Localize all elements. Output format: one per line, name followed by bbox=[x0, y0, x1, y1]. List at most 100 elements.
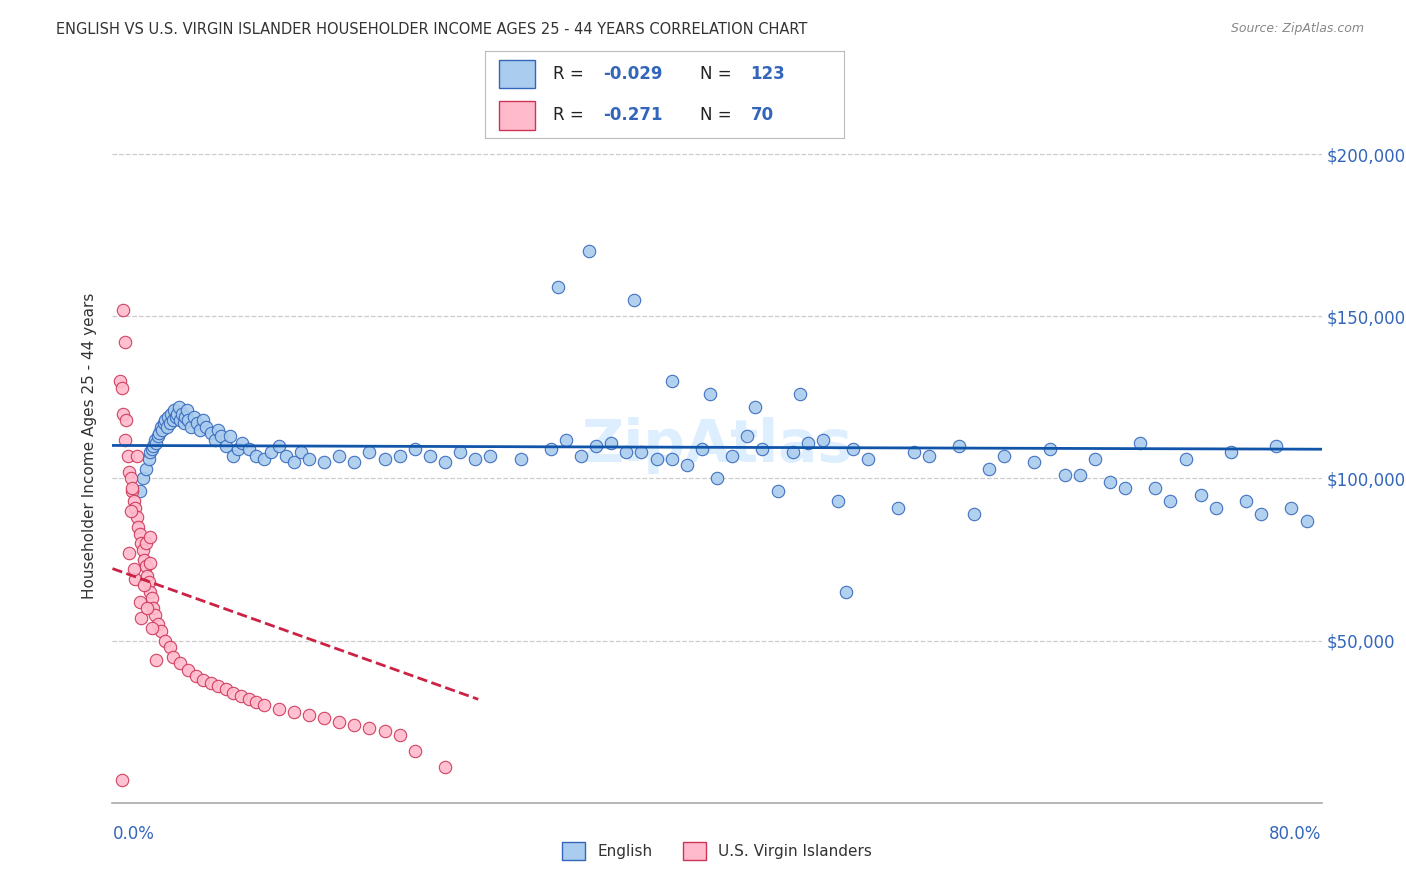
Point bbox=[170, 407, 193, 421]
Point bbox=[127, 520, 149, 534]
Point bbox=[169, 657, 191, 671]
Point bbox=[229, 689, 252, 703]
Point bbox=[238, 692, 260, 706]
Point bbox=[314, 455, 336, 469]
Point bbox=[110, 773, 132, 788]
Point bbox=[374, 452, 396, 467]
Point bbox=[114, 433, 136, 447]
Point bbox=[231, 435, 253, 450]
Text: R =: R = bbox=[553, 105, 583, 124]
Text: -0.271: -0.271 bbox=[603, 105, 662, 124]
Point bbox=[744, 400, 766, 414]
Point bbox=[215, 439, 238, 453]
Point bbox=[180, 419, 202, 434]
Point bbox=[1069, 468, 1091, 483]
Point bbox=[789, 387, 811, 401]
Point bbox=[155, 633, 177, 648]
Text: 0.0%: 0.0% bbox=[112, 825, 155, 843]
Point bbox=[977, 461, 1000, 475]
Point bbox=[267, 439, 290, 453]
Point bbox=[1295, 514, 1317, 528]
Point bbox=[993, 449, 1015, 463]
Point bbox=[162, 649, 184, 664]
Point bbox=[645, 452, 668, 467]
Point bbox=[298, 708, 321, 723]
Point bbox=[1250, 507, 1272, 521]
Point bbox=[283, 455, 305, 469]
Point bbox=[903, 445, 925, 459]
Point bbox=[115, 413, 138, 427]
Point bbox=[222, 685, 245, 699]
Point bbox=[404, 744, 426, 758]
Point bbox=[887, 500, 910, 515]
Point bbox=[253, 698, 276, 713]
Point bbox=[167, 400, 190, 414]
Point bbox=[433, 455, 456, 469]
Point bbox=[191, 673, 214, 687]
Point bbox=[1114, 481, 1136, 495]
Point bbox=[139, 530, 162, 544]
Point bbox=[388, 728, 411, 742]
Point bbox=[1129, 435, 1152, 450]
Point bbox=[359, 445, 381, 459]
Point bbox=[623, 293, 645, 307]
Point bbox=[963, 507, 986, 521]
Point bbox=[132, 471, 155, 485]
Point bbox=[156, 419, 179, 434]
Point bbox=[600, 435, 623, 450]
Point bbox=[138, 575, 160, 590]
Point bbox=[200, 675, 222, 690]
Point bbox=[388, 449, 411, 463]
Point bbox=[141, 591, 163, 606]
Point bbox=[238, 442, 260, 457]
Point bbox=[343, 455, 366, 469]
Text: 70: 70 bbox=[751, 105, 773, 124]
Point bbox=[136, 568, 159, 582]
Point bbox=[1098, 475, 1121, 489]
Point bbox=[1189, 488, 1212, 502]
Point bbox=[253, 452, 276, 467]
Point bbox=[276, 449, 298, 463]
Point bbox=[139, 445, 162, 459]
Point bbox=[136, 601, 159, 615]
Point bbox=[209, 429, 232, 443]
Text: 123: 123 bbox=[751, 64, 785, 83]
Text: ZipAtlas: ZipAtlas bbox=[582, 417, 852, 475]
Point bbox=[766, 484, 789, 499]
Point bbox=[112, 407, 135, 421]
Point bbox=[114, 335, 136, 350]
Point bbox=[464, 452, 486, 467]
Point bbox=[128, 595, 150, 609]
Point bbox=[160, 407, 183, 421]
Text: ENGLISH VS U.S. VIRGIN ISLANDER HOUSEHOLDER INCOME AGES 25 - 44 YEARS CORRELATIO: ENGLISH VS U.S. VIRGIN ISLANDER HOUSEHOL… bbox=[56, 22, 807, 37]
Point bbox=[827, 494, 849, 508]
Point bbox=[585, 439, 607, 453]
Text: 80.0%: 80.0% bbox=[1270, 825, 1322, 843]
Point bbox=[129, 536, 152, 550]
Point bbox=[433, 760, 456, 774]
Point bbox=[796, 435, 818, 450]
Point bbox=[569, 449, 592, 463]
Point bbox=[404, 442, 426, 457]
Point bbox=[118, 465, 141, 479]
Point bbox=[138, 452, 160, 467]
Point bbox=[135, 461, 157, 475]
Point bbox=[112, 302, 135, 317]
Point bbox=[165, 409, 187, 424]
Point bbox=[132, 542, 155, 557]
Point bbox=[419, 449, 441, 463]
Point bbox=[690, 442, 713, 457]
Point bbox=[162, 413, 184, 427]
Point bbox=[260, 445, 283, 459]
Point bbox=[125, 449, 148, 463]
Point bbox=[122, 562, 145, 576]
Point bbox=[110, 381, 132, 395]
Point bbox=[142, 439, 165, 453]
Point bbox=[374, 724, 396, 739]
Point bbox=[207, 679, 229, 693]
Point bbox=[554, 433, 576, 447]
Point bbox=[176, 403, 198, 417]
Point bbox=[128, 484, 150, 499]
Point bbox=[1053, 468, 1076, 483]
Point bbox=[150, 423, 173, 437]
